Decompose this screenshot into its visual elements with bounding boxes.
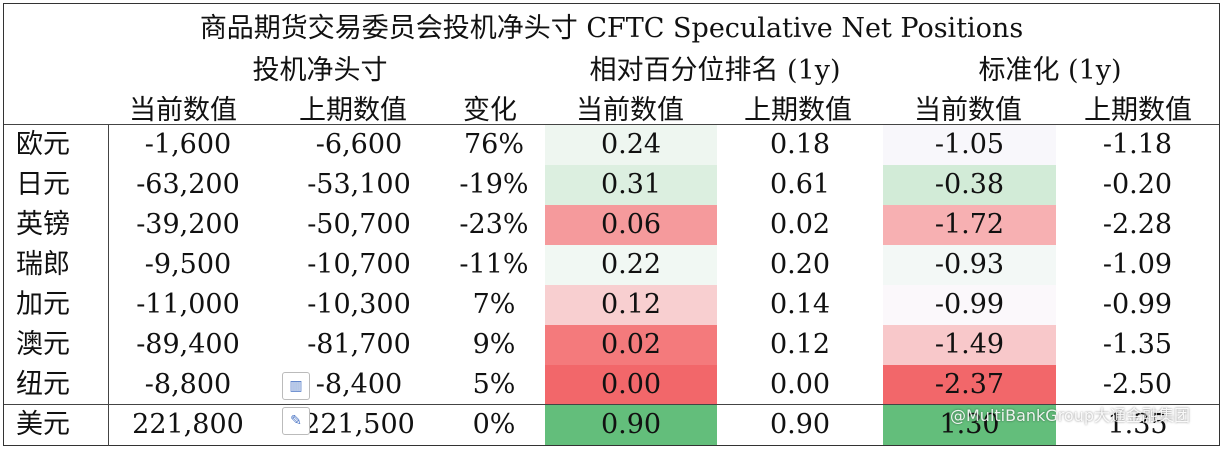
std-previous-value: -1.09 — [1102, 249, 1173, 280]
row-name: 英镑 — [16, 209, 70, 240]
change-value: 76% — [463, 129, 524, 160]
row-name: 欧元 — [16, 129, 70, 160]
std-current-value: -0.99 — [883, 285, 1056, 325]
pct-current-value: 0.00 — [545, 365, 717, 405]
change-value: 0% — [472, 409, 516, 440]
std-current-value: -0.38 — [883, 165, 1056, 205]
pct-previous-value: 0.02 — [769, 209, 831, 240]
usd-divider — [4, 404, 1219, 405]
col-header-std-current: 当前数值 — [914, 95, 1022, 126]
pct-current-value: 0.12 — [545, 285, 717, 325]
name-column-divider — [108, 124, 109, 446]
table-row: 英镑 -39,200 -50,700 -23% 0.06 0.02 -1.72 -2.28 — [4, 205, 1219, 245]
net-current-value: -8,800 — [144, 369, 232, 400]
net-current-value: -89,400 — [136, 329, 240, 360]
std-current-value: -0.93 — [883, 245, 1056, 285]
pct-previous-value: 0.00 — [769, 369, 831, 400]
change-value: -19% — [459, 169, 529, 200]
net-current-value: -9,500 — [144, 249, 232, 280]
col-header-pct-current: 当前数值 — [576, 95, 684, 126]
std-previous-value: -1.18 — [1102, 129, 1173, 160]
std-current-value: -1.49 — [883, 325, 1056, 365]
col-header-std-previous: 上期数值 — [1084, 95, 1192, 126]
pct-current-value: 0.22 — [545, 245, 717, 285]
group-header-standardized: 标准化 (1y) — [978, 55, 1122, 86]
net-previous-value: -81,700 — [307, 329, 411, 360]
std-previous-value: -0.20 — [1102, 169, 1173, 200]
std-previous-value: -0.99 — [1102, 289, 1173, 320]
table-title: 商品期货交易委员会投机净头寸 CFTC Speculative Net Posi… — [199, 13, 1024, 44]
table-row: 日元 -63,200 -53,100 -19% 0.31 0.61 -0.38 -0.20 — [4, 165, 1219, 205]
pct-current-value: 0.31 — [545, 165, 717, 205]
pct-previous-value: 0.61 — [769, 169, 831, 200]
row-name: 瑞郎 — [16, 249, 70, 280]
row-name: 日元 — [16, 169, 70, 200]
pct-previous-value: 0.18 — [769, 129, 831, 160]
net-previous-value: 221,500 — [303, 409, 415, 440]
row-name: 纽元 — [16, 369, 70, 400]
std-current-value: -1.72 — [883, 205, 1056, 245]
change-value: -11% — [459, 249, 529, 280]
std-current-value: -2.37 — [883, 365, 1056, 405]
net-current-value: -63,200 — [136, 169, 240, 200]
net-current-value: 221,800 — [132, 409, 244, 440]
table-row: 美元 221,800 221,500 0% 0.90 0.90 1.30 1.35 — [4, 405, 1219, 445]
pct-current-value: 0.90 — [545, 405, 717, 445]
net-current-value: -1,600 — [144, 129, 232, 160]
row-name: 美元 — [16, 409, 70, 440]
pct-previous-value: 0.20 — [769, 249, 831, 280]
pct-current-value: 0.24 — [545, 125, 717, 165]
net-previous-value: -50,700 — [307, 209, 411, 240]
pencil-icon[interactable]: ✎ — [282, 407, 310, 435]
std-previous-value: 1.35 — [1107, 409, 1168, 440]
change-value: 9% — [472, 329, 516, 360]
net-previous-value: -53,100 — [307, 169, 411, 200]
col-header-net-previous: 上期数值 — [299, 95, 407, 126]
header-divider — [4, 124, 1219, 125]
net-current-value: -11,000 — [136, 289, 240, 320]
std-previous-value: -1.35 — [1102, 329, 1173, 360]
col-header-change: 变化 — [463, 95, 517, 126]
std-previous-value: -2.28 — [1102, 209, 1173, 240]
table-row: 纽元 -8,800 -8,400 5% 0.00 0.00 -2.37 -2.50 — [4, 365, 1219, 405]
col-header-net-current: 当前数值 — [129, 95, 237, 126]
col-header-pct-previous: 上期数值 — [744, 95, 852, 126]
row-name: 加元 — [16, 289, 70, 320]
pct-previous-value: 0.90 — [769, 409, 831, 440]
table-row: 加元 -11,000 -10,300 7% 0.12 0.14 -0.99 -0.99 — [4, 285, 1219, 325]
watermark: @MultiBankGroup大通金融集团 — [950, 406, 1191, 425]
pct-previous-value: 0.12 — [769, 329, 831, 360]
row-name: 澳元 — [16, 329, 70, 360]
net-previous-value: -10,700 — [307, 249, 411, 280]
pct-previous-value: 0.14 — [769, 289, 831, 320]
change-value: -23% — [459, 209, 529, 240]
group-header-net: 投机净头寸 — [252, 55, 388, 86]
pct-current-value: 0.02 — [545, 325, 717, 365]
table-row: 欧元 -1,600 -6,600 76% 0.24 0.18 -1.05 -1.18 — [4, 125, 1219, 165]
change-value: 7% — [472, 289, 516, 320]
pct-current-value: 0.06 — [545, 205, 717, 245]
net-previous-value: -6,600 — [315, 129, 403, 160]
bar-chart-icon[interactable]: ▥ — [282, 372, 310, 400]
std-current-value: 1.30 — [883, 405, 1056, 445]
group-header-percentile: 相对百分位排名 (1y) — [589, 55, 841, 86]
std-previous-value: -2.50 — [1102, 369, 1173, 400]
table-frame — [3, 3, 1220, 446]
table-row: 瑞郎 -9,500 -10,700 -11% 0.22 0.20 -0.93 -1.09 — [4, 245, 1219, 285]
net-previous-value: -8,400 — [315, 369, 403, 400]
net-previous-value: -10,300 — [307, 289, 411, 320]
net-current-value: -39,200 — [136, 209, 240, 240]
std-current-value: -1.05 — [883, 125, 1056, 165]
change-value: 5% — [472, 369, 516, 400]
table-row: 澳元 -89,400 -81,700 9% 0.02 0.12 -1.49 -1.35 — [4, 325, 1219, 365]
